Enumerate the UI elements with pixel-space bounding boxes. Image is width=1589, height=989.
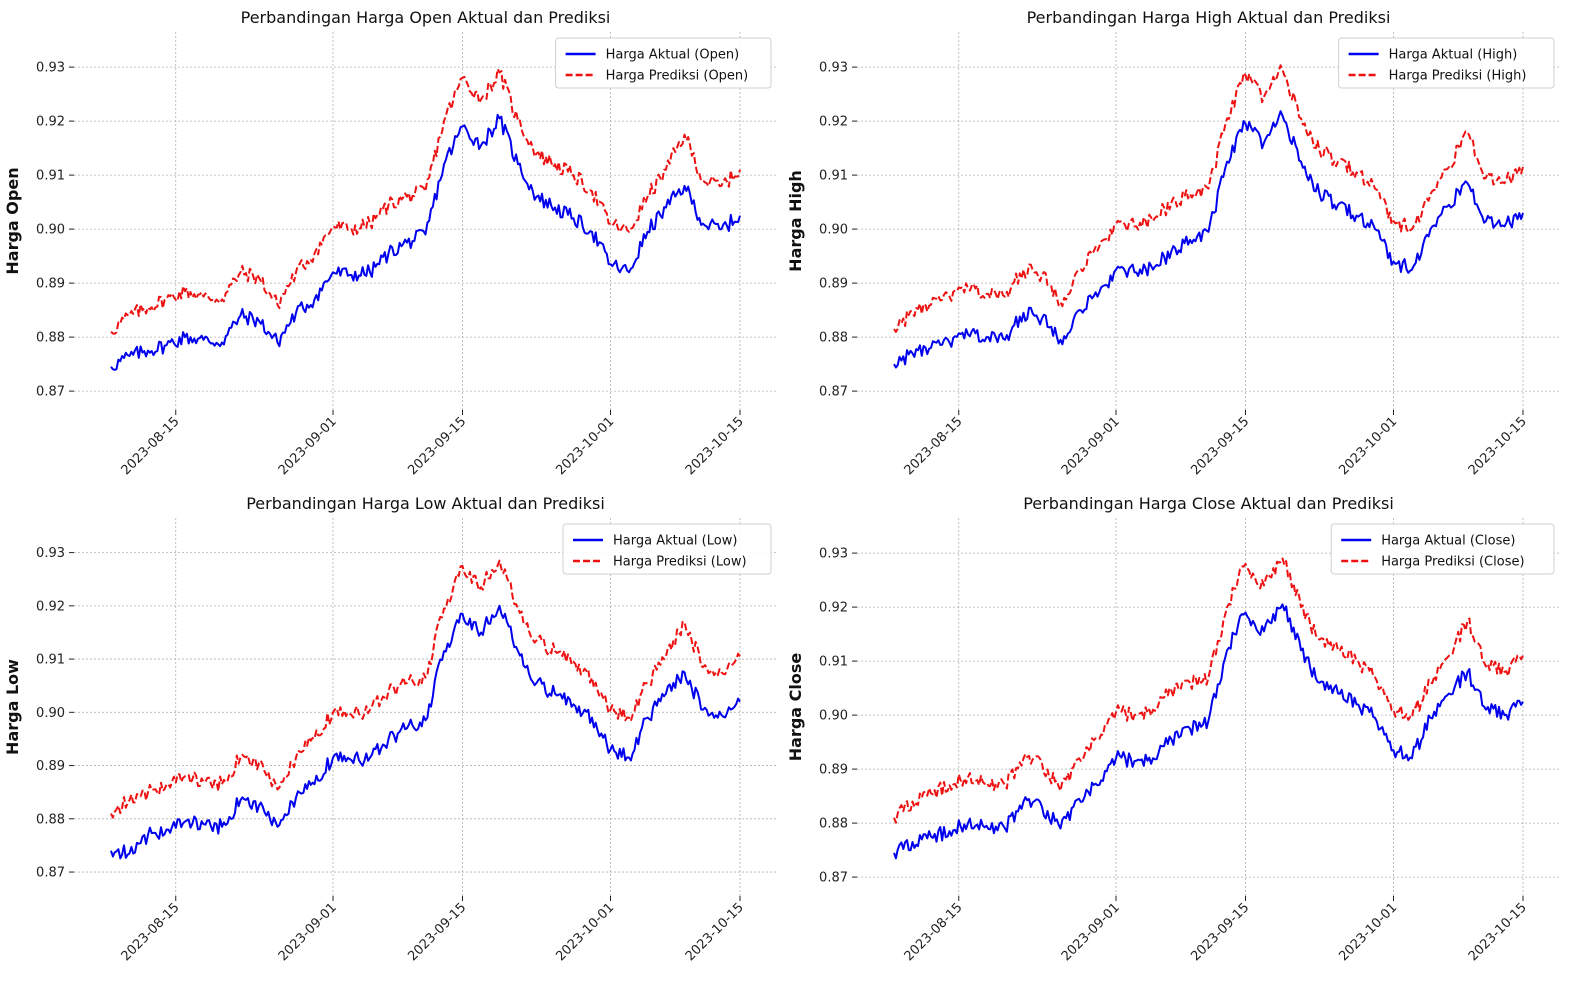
series-line-actual xyxy=(110,604,741,860)
y-tick-label: 0.89 xyxy=(819,277,848,292)
legend-label: Harga Aktual (Close) xyxy=(1381,534,1515,549)
series-line-predicted xyxy=(110,559,741,819)
x-tick-label: 2023-09-01 xyxy=(1059,414,1123,478)
legend-box xyxy=(555,37,772,89)
legend-label: Harga Prediksi (Low) xyxy=(613,555,747,570)
x-tick-label: 2023-10-15 xyxy=(683,414,747,478)
y-tick-label: 0.93 xyxy=(819,547,848,562)
x-tick-label: 2023-10-15 xyxy=(1466,414,1530,478)
y-tick-label: 0.87 xyxy=(819,871,848,886)
y-tick-label: 0.92 xyxy=(819,115,848,130)
legend: Harga Aktual (Open) Harga Prediksi (Open) xyxy=(555,37,772,89)
y-tick-label: 0.89 xyxy=(819,763,848,778)
x-tick-label: 2023-10-01 xyxy=(553,414,617,478)
y-tick-label: 0.87 xyxy=(819,385,848,400)
series-line-actual xyxy=(110,113,741,371)
y-tick-label: 0.87 xyxy=(36,866,65,881)
x-tick-label: 2023-08-15 xyxy=(902,414,966,478)
series-line-actual xyxy=(893,603,1524,860)
y-tick-label: 0.90 xyxy=(36,706,65,721)
y-tick-label: 0.91 xyxy=(819,655,848,670)
y-tick-label: 0.93 xyxy=(36,61,65,76)
chart-title: Perbandingan Harga Close Aktual dan Pred… xyxy=(1023,494,1394,513)
x-tick-label: 2023-09-01 xyxy=(276,900,340,964)
x-tick-label: 2023-10-15 xyxy=(1466,900,1530,964)
y-tick-label: 0.88 xyxy=(819,331,848,346)
x-tick-label: 2023-09-15 xyxy=(405,414,469,478)
series-line-predicted xyxy=(110,68,741,335)
y-tick-label: 0.93 xyxy=(819,61,848,76)
y-axis-label: Harga Low xyxy=(3,659,22,755)
chart-panel-1: 0.87 0.88 0.89 0.90 0.91 0.92 0.93 2023-08-15 20… xyxy=(786,8,1560,478)
chart-title: Perbandingan Harga High Aktual dan Predi… xyxy=(1027,8,1391,27)
legend-label: Harga Prediksi (High) xyxy=(1389,69,1527,84)
legend: Harga Aktual (Low) Harga Prediksi (Low) xyxy=(562,523,772,575)
x-tick-label: 2023-10-01 xyxy=(553,900,617,964)
series-line-predicted xyxy=(893,557,1524,824)
legend-label: Harga Aktual (Open) xyxy=(606,48,740,63)
y-tick-label: 0.91 xyxy=(819,169,848,184)
y-tick-label: 0.87 xyxy=(36,385,65,400)
legend: Harga Aktual (Close) Harga Prediksi (Clos… xyxy=(1330,523,1555,575)
legend-label: Harga Prediksi (Open) xyxy=(606,69,749,84)
x-tick-label: 2023-09-01 xyxy=(276,414,340,478)
y-axis-label: Harga High xyxy=(786,170,805,272)
y-tick-label: 0.88 xyxy=(819,817,848,832)
x-tick-label: 2023-09-15 xyxy=(1188,414,1252,478)
x-tick-label: 2023-10-01 xyxy=(1336,414,1400,478)
legend-box xyxy=(1338,37,1555,89)
x-tick-label: 2023-09-15 xyxy=(405,900,469,964)
x-tick-label: 2023-08-15 xyxy=(119,414,183,478)
y-tick-label: 0.91 xyxy=(36,169,65,184)
chart-panel-2: 0.87 0.88 0.89 0.90 0.91 0.92 0.93 2023-08-15 20… xyxy=(3,494,777,964)
series-line-actual xyxy=(893,110,1524,369)
y-tick-label: 0.88 xyxy=(36,812,65,827)
chart-panel-3: 0.87 0.88 0.89 0.90 0.91 0.92 0.93 2023-08-15 20… xyxy=(786,494,1560,964)
x-tick-label: 2023-09-15 xyxy=(1188,900,1252,964)
x-tick-label: 2023-10-15 xyxy=(683,900,747,964)
y-tick-label: 0.90 xyxy=(819,223,848,238)
y-tick-label: 0.92 xyxy=(36,115,65,130)
y-tick-label: 0.89 xyxy=(36,759,65,774)
legend: Harga Aktual (High) Harga Prediksi (High) xyxy=(1338,37,1555,89)
chart-title: Perbandingan Harga Open Aktual dan Predi… xyxy=(241,8,611,27)
legend-label: Harga Aktual (Low) xyxy=(613,534,737,549)
y-tick-label: 0.90 xyxy=(819,709,848,724)
series-line-predicted xyxy=(893,64,1524,333)
chart-panel-0: 0.87 0.88 0.89 0.90 0.91 0.92 0.93 2023-08-15 20… xyxy=(3,8,777,478)
y-axis-label: Harga Open xyxy=(3,167,22,274)
y-tick-label: 0.92 xyxy=(819,601,848,616)
y-tick-label: 0.91 xyxy=(36,653,65,668)
legend-box xyxy=(562,523,772,575)
x-tick-label: 2023-08-15 xyxy=(119,900,183,964)
y-axis-label: Harga Close xyxy=(786,653,805,762)
x-tick-label: 2023-08-15 xyxy=(902,900,966,964)
chart-title: Perbandingan Harga Low Aktual dan Predik… xyxy=(246,494,605,513)
legend-box xyxy=(1330,523,1555,575)
y-tick-label: 0.88 xyxy=(36,331,65,346)
y-tick-label: 0.93 xyxy=(36,546,65,561)
x-tick-label: 2023-09-01 xyxy=(1059,900,1123,964)
y-tick-label: 0.92 xyxy=(36,599,65,614)
legend-label: Harga Prediksi (Close) xyxy=(1381,555,1524,570)
x-tick-label: 2023-10-01 xyxy=(1336,900,1400,964)
y-tick-label: 0.89 xyxy=(36,277,65,292)
legend-label: Harga Aktual (High) xyxy=(1389,48,1518,63)
y-tick-label: 0.90 xyxy=(36,223,65,238)
